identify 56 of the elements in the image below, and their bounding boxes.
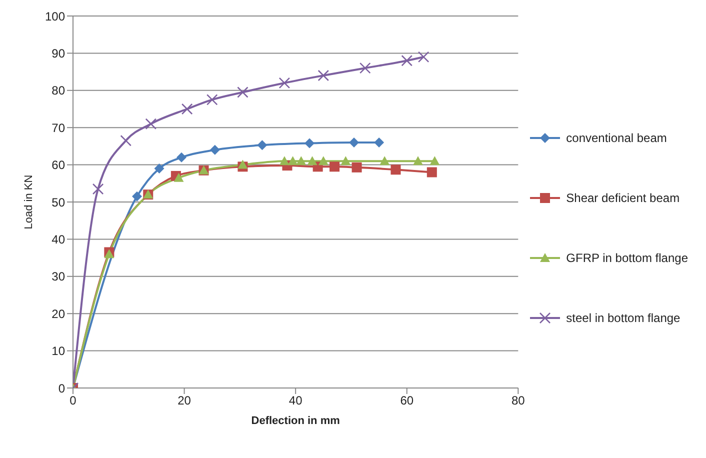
y-tick-label: 40 — [52, 232, 66, 246]
x-tick-label: 60 — [400, 394, 414, 408]
point — [304, 138, 314, 148]
point — [390, 164, 401, 175]
point — [418, 51, 430, 63]
point — [181, 103, 193, 115]
x-tick-label: 40 — [288, 394, 303, 408]
point — [430, 156, 440, 166]
y-tick-label: 30 — [52, 270, 66, 284]
point — [145, 118, 157, 130]
y-tick-label: 80 — [52, 84, 66, 98]
y-axis-title: Load in KN — [22, 174, 35, 230]
point — [120, 134, 132, 146]
point — [359, 62, 371, 74]
x-tick-label: 80 — [511, 394, 526, 408]
y-tick-label: 90 — [52, 46, 66, 60]
point — [174, 172, 184, 182]
x-tick-label: 0 — [70, 394, 77, 408]
y-tick-label: 50 — [52, 195, 66, 210]
y-tick-label: 70 — [52, 120, 66, 135]
point — [330, 162, 340, 172]
legend-label: GFRP in bottom flange — [566, 251, 688, 265]
point — [349, 137, 360, 148]
point — [154, 164, 164, 174]
point — [210, 144, 220, 155]
point — [288, 156, 298, 166]
legend-label: steel in bottom flange — [566, 311, 680, 325]
y-tick-label: 0 — [58, 381, 66, 396]
legend-label: conventional beam — [566, 131, 667, 145]
point — [374, 137, 384, 148]
y-tick-label: 100 — [44, 9, 66, 24]
y-tick-label: 20 — [52, 306, 66, 321]
y-tick-label: 60 — [52, 158, 66, 172]
point — [307, 156, 318, 166]
point — [257, 140, 268, 150]
point — [176, 152, 187, 162]
point — [237, 86, 248, 98]
point — [132, 191, 142, 202]
point — [401, 54, 413, 66]
point — [206, 94, 218, 106]
x-tick-label: 20 — [178, 394, 192, 408]
point — [318, 156, 328, 166]
y-tick-label: 10 — [52, 344, 66, 358]
point — [352, 162, 362, 172]
point — [296, 156, 306, 166]
point — [426, 167, 437, 178]
point — [279, 156, 290, 166]
x-axis-title: Deflection in mm — [251, 415, 340, 427]
point — [278, 77, 290, 89]
point — [238, 160, 248, 169]
point — [318, 70, 330, 82]
point — [412, 156, 423, 166]
point — [92, 183, 104, 195]
point — [380, 156, 390, 166]
point — [340, 156, 351, 166]
legend-label: Shear deficient beam — [566, 191, 680, 205]
